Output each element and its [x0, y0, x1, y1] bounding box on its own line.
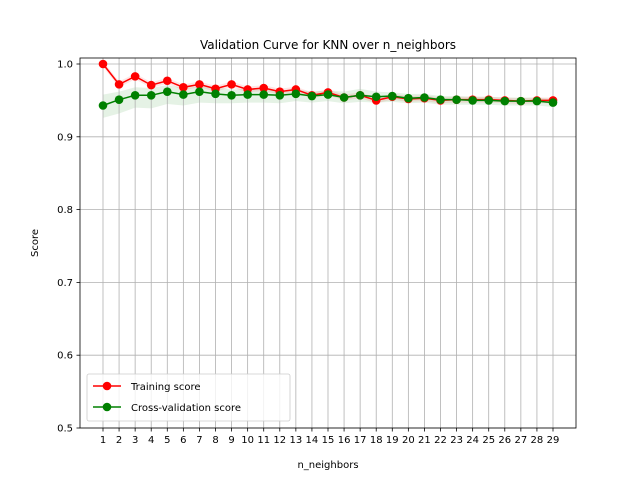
- data-point-series-1: [114, 95, 124, 104]
- data-point-series-1: [307, 91, 317, 101]
- x-tick-label: 21: [418, 435, 431, 446]
- data-point-series-1: [339, 93, 349, 102]
- grid-lines: [80, 58, 576, 429]
- x-tick-label: 6: [180, 435, 186, 446]
- x-tick-label: 5: [164, 435, 170, 446]
- x-tick-label: 24: [466, 435, 479, 446]
- x-tick-label: 22: [434, 435, 447, 446]
- y-axis-label: Score: [30, 229, 41, 257]
- legend-label-training: Training score: [130, 382, 201, 393]
- data-point-series-0: [179, 82, 188, 92]
- x-tick-label: 15: [322, 435, 335, 446]
- data-point-series-0: [195, 80, 204, 89]
- data-point-series-1: [355, 91, 365, 100]
- data-point-series-1: [323, 90, 333, 99]
- data-point-series-1: [516, 96, 526, 106]
- data-point-series-1: [452, 95, 461, 104]
- data-point-series-1: [371, 92, 381, 102]
- y-axis-ticks: 0.5 0.6 0.7 0.8 0.9 1.0: [57, 60, 80, 435]
- y-tick-label: 1.0: [57, 60, 73, 71]
- series-lines: [98, 59, 558, 110]
- data-point-series-1: [243, 90, 252, 99]
- data-point-series-1: [420, 93, 429, 102]
- y-tick-label: 0.7: [57, 278, 73, 289]
- x-tick-label: 10: [241, 435, 254, 446]
- data-point-series-1: [484, 96, 494, 105]
- data-point-series-0: [114, 80, 124, 89]
- x-tick-label: 1: [100, 435, 106, 446]
- x-tick-label: 20: [402, 435, 415, 446]
- y-tick-label: 0.9: [57, 132, 73, 143]
- data-point-series-1: [548, 98, 558, 107]
- x-axis-ticks: 1 2 3 4 5 6 7 8 9 10 11 12 13 14 15 16 17 18 19 20 21 22 23 24 2…: [100, 428, 560, 446]
- x-tick-label: 19: [386, 435, 399, 446]
- data-point-series-1: [98, 101, 108, 110]
- data-point-series-0: [162, 76, 172, 86]
- x-tick-label: 7: [196, 435, 202, 446]
- data-point-series-1: [291, 89, 301, 99]
- x-tick-label: 16: [338, 435, 351, 446]
- data-point-series-1: [179, 90, 188, 99]
- data-point-series-0: [259, 83, 269, 93]
- data-point-series-1: [468, 96, 477, 105]
- data-point-series-1: [532, 96, 542, 106]
- x-tick-label: 27: [514, 435, 527, 446]
- legend: Training score Cross-validation score: [86, 373, 291, 422]
- x-tick-label: 8: [212, 435, 218, 446]
- x-tick-label: 3: [132, 435, 138, 446]
- data-point-series-1: [387, 91, 397, 101]
- data-point-series-1: [146, 91, 156, 100]
- x-tick-label: 12: [273, 435, 286, 446]
- x-tick-label: 29: [547, 435, 560, 446]
- data-point-series-1: [162, 87, 172, 96]
- data-point-series-1: [275, 91, 285, 100]
- x-tick-label: 28: [531, 435, 544, 446]
- data-point-series-0: [146, 80, 156, 90]
- data-point-series-1: [211, 89, 220, 99]
- x-tick-label: 26: [498, 435, 511, 446]
- x-axis-label: n_neighbors: [297, 460, 358, 471]
- chart-title: Validation Curve for KNN over n_neighbor…: [200, 38, 456, 52]
- x-tick-label: 23: [450, 435, 463, 446]
- legend-swatch-cv-marker: [102, 402, 112, 412]
- x-tick-label: 17: [354, 435, 367, 446]
- data-point-series-1: [404, 93, 413, 103]
- data-point-series-0: [130, 72, 140, 81]
- data-point-series-1: [436, 95, 445, 104]
- x-tick-label: 14: [306, 435, 319, 446]
- data-point-series-1: [130, 91, 140, 100]
- x-tick-label: 13: [289, 435, 302, 446]
- x-tick-label: 2: [116, 435, 122, 446]
- data-point-series-1: [259, 90, 269, 99]
- y-tick-label: 0.6: [57, 351, 73, 362]
- x-tick-label: 9: [228, 435, 234, 446]
- data-point-series-1: [195, 87, 204, 96]
- x-tick-label: 4: [148, 435, 154, 446]
- x-tick-label: 11: [257, 435, 270, 446]
- data-point-series-0: [227, 80, 236, 89]
- y-tick-label: 0.5: [57, 424, 73, 435]
- x-tick-label: 18: [370, 435, 383, 446]
- legend-swatch-training-marker: [102, 381, 112, 391]
- data-point-series-1: [500, 96, 510, 106]
- data-point-series-0: [98, 59, 108, 69]
- legend-box: [86, 373, 291, 422]
- legend-label-cv: Cross-validation score: [131, 403, 241, 414]
- data-point-series-1: [227, 91, 236, 100]
- y-tick-label: 0.8: [57, 205, 73, 216]
- x-tick-label: 25: [482, 435, 495, 446]
